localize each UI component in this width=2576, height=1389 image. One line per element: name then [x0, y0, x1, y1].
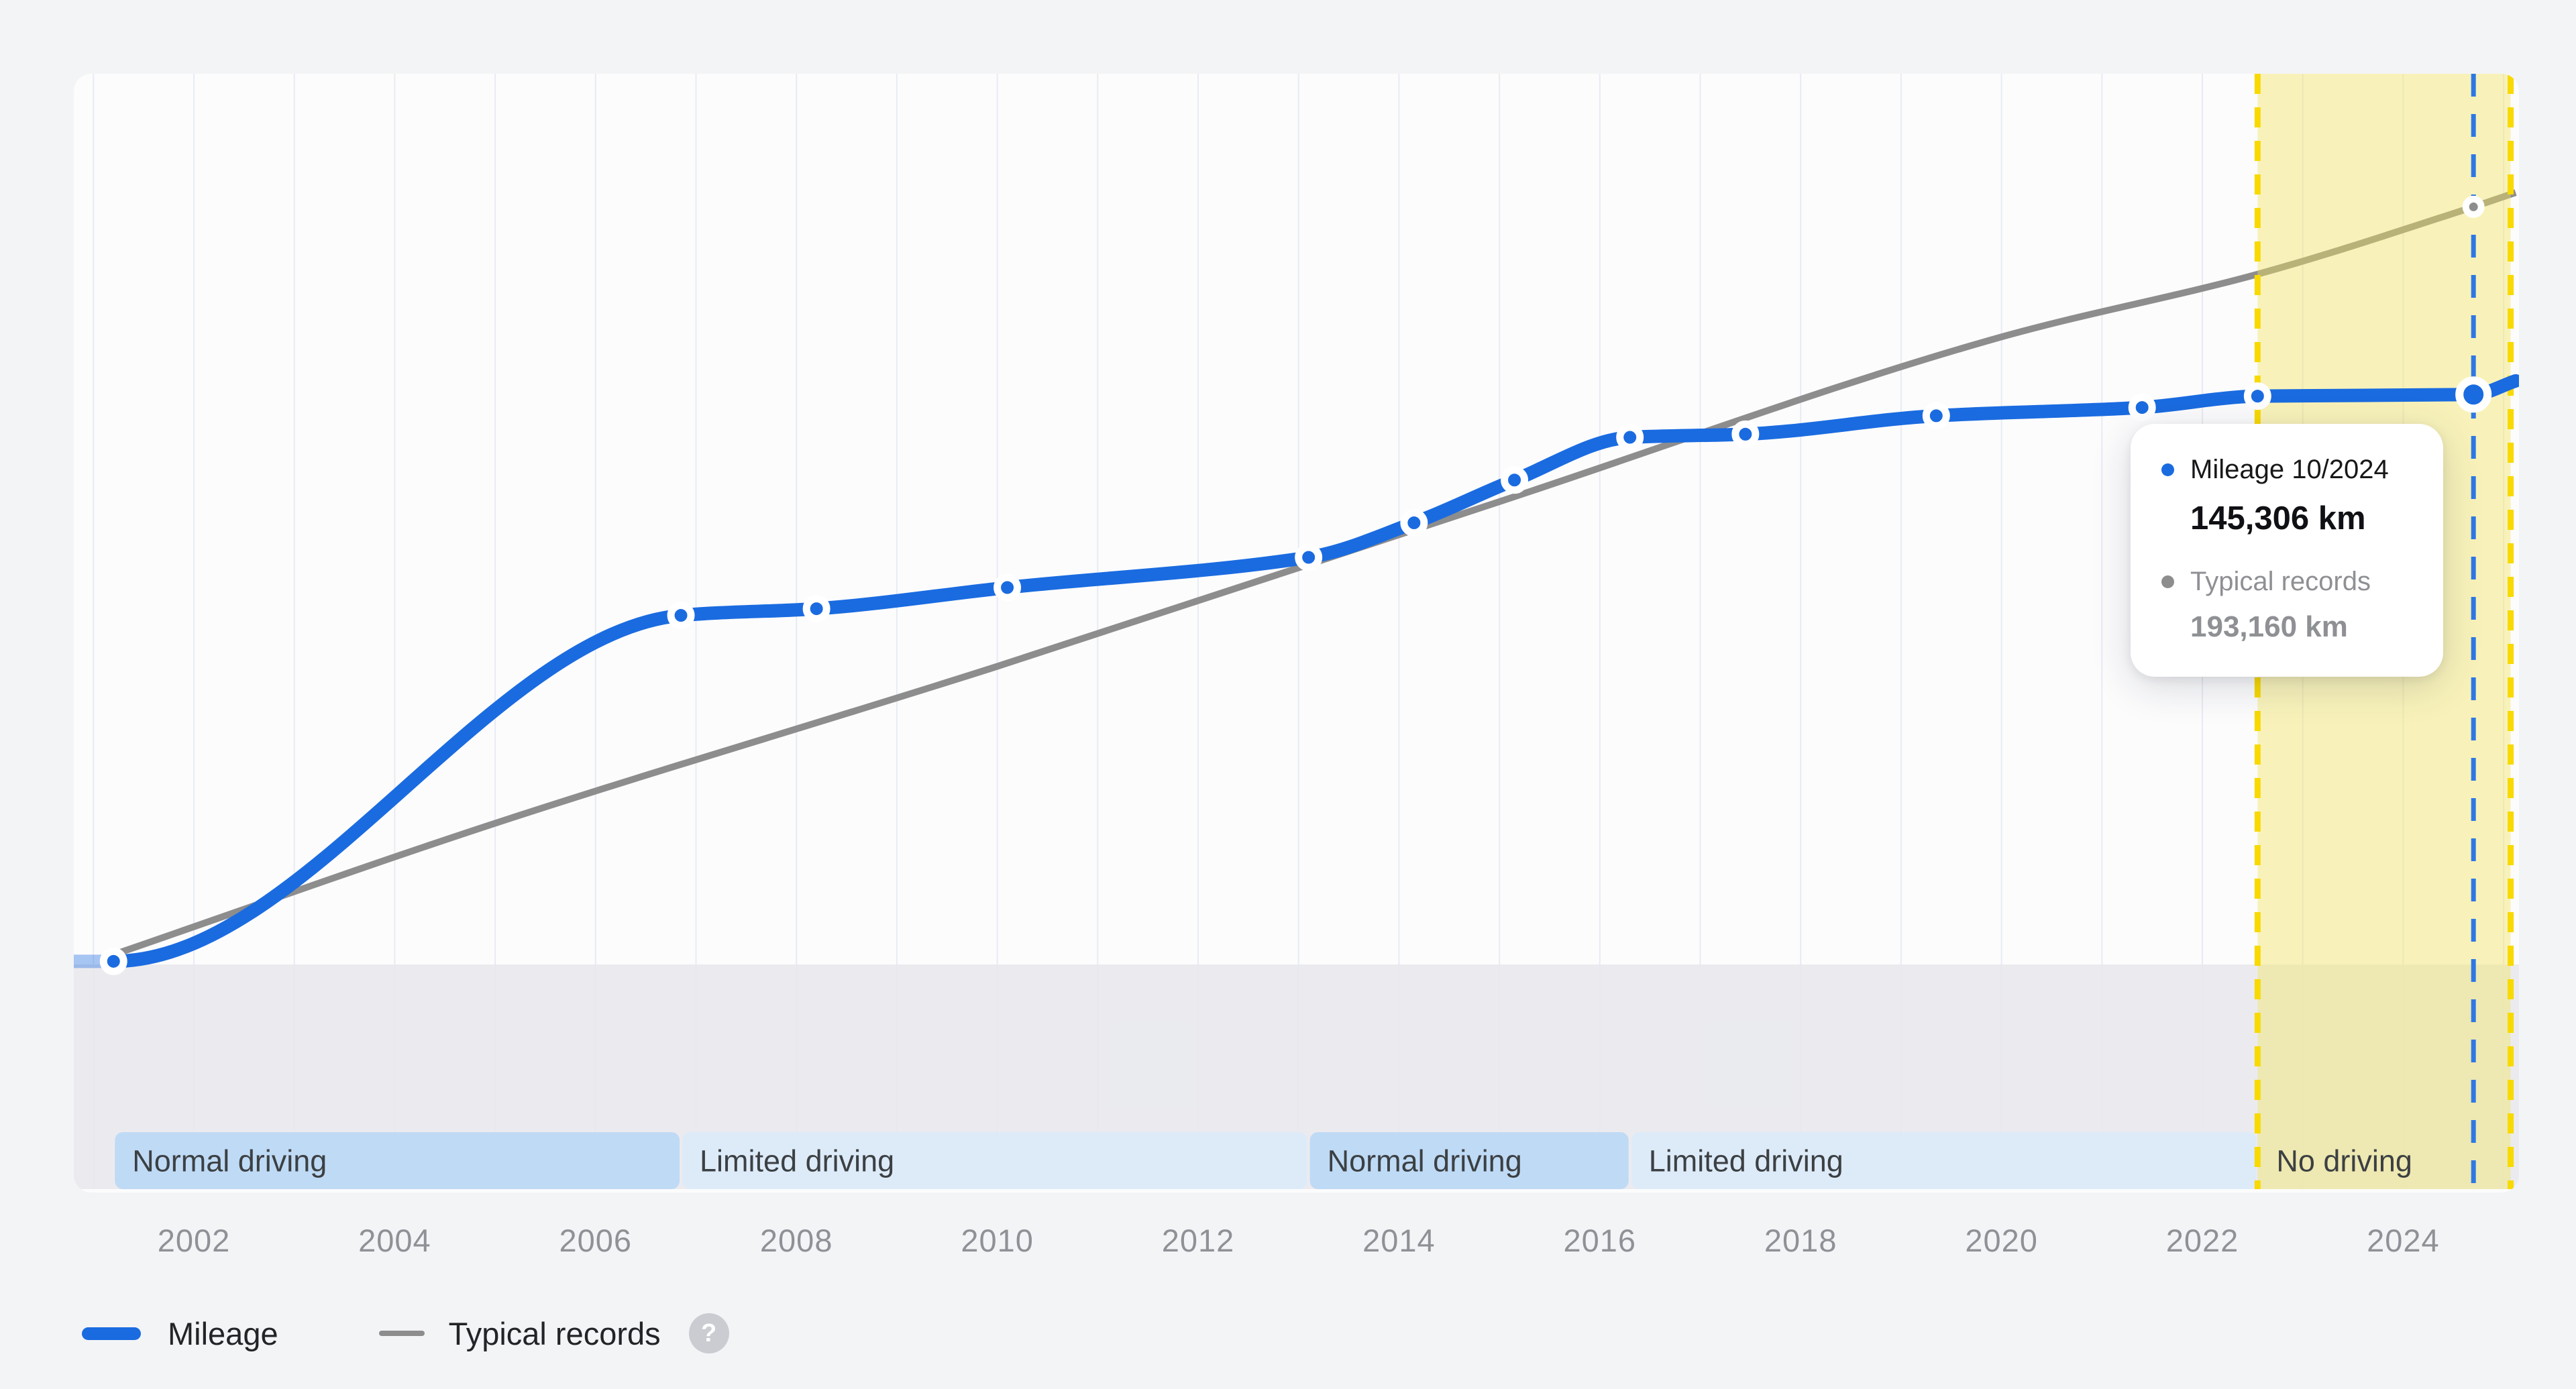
typical-records-line	[112, 189, 2517, 958]
record-dot[interactable]	[2128, 394, 2156, 422]
chart-legend: Mileage Typical records ?	[82, 1307, 729, 1360]
driving-band	[682, 1132, 1307, 1189]
x-tick-label: 2018	[1764, 1223, 1837, 1258]
driving-band-label: Limited driving	[700, 1144, 894, 1178]
record-dot[interactable]	[994, 573, 1022, 602]
x-tick-label: 2020	[1965, 1223, 2038, 1258]
mileage-line	[107, 374, 2519, 968]
record-dot[interactable]	[2243, 382, 2271, 410]
record-dot[interactable]	[1501, 466, 1529, 494]
mileage-chart-plot[interactable]: Normal driving Limited driving Normal driv…	[74, 74, 2519, 1192]
x-tick-label: 2024	[2367, 1223, 2440, 1258]
record-dot[interactable]	[802, 595, 830, 623]
x-tick-label: 2014	[1362, 1223, 1436, 1258]
typical-records-bullet-icon	[2161, 575, 2174, 588]
record-dot[interactable]	[1922, 402, 1950, 430]
driving-band	[115, 1132, 680, 1189]
chart-tooltip: Mileage 10/2024 145,306 km Typical recor…	[2131, 424, 2443, 677]
tooltip-typical-label: Typical records	[2190, 567, 2371, 596]
typical-records-legend-label: Typical records	[448, 1315, 661, 1351]
x-tick-label: 2012	[1161, 1223, 1235, 1258]
mileage-bullet-icon	[2161, 463, 2174, 476]
typical-records-end-dot	[2462, 195, 2485, 218]
driving-band-label: No driving	[2276, 1144, 2412, 1178]
driving-band-label: Limited driving	[1649, 1144, 1843, 1178]
driving-band-label: Normal driving	[132, 1144, 327, 1178]
x-tick-label: 2016	[1563, 1223, 1637, 1258]
driving-band	[1309, 1132, 1629, 1189]
x-tick-label: 2002	[157, 1223, 231, 1258]
tooltip-mileage-label: Mileage 10/2024	[2190, 455, 2389, 484]
record-dot[interactable]	[1616, 423, 1644, 451]
current-record-dot[interactable]	[2455, 376, 2492, 413]
mileage-legend-label: Mileage	[168, 1315, 278, 1351]
record-dot[interactable]	[1295, 543, 1323, 571]
x-tick-label: 2022	[2165, 1223, 2239, 1258]
tooltip-mileage-value: 145,306 km	[2190, 500, 2366, 537]
record-dot[interactable]	[667, 602, 695, 630]
record-dot[interactable]	[1400, 509, 1428, 537]
x-tick-label: 2006	[559, 1223, 633, 1258]
x-tick-label: 2008	[759, 1223, 833, 1258]
x-tick-label: 2004	[358, 1223, 431, 1258]
record-dot[interactable]	[1731, 420, 1760, 448]
driving-band-label: Normal driving	[1328, 1144, 1522, 1178]
mileage-legend-swatch	[82, 1327, 141, 1340]
driving-band	[1631, 1132, 2257, 1189]
help-question-icon[interactable]: ?	[688, 1313, 729, 1353]
x-tick-label: 2010	[961, 1223, 1034, 1258]
tooltip-typical-value: 193,160 km	[2190, 610, 2348, 643]
typical-records-legend-swatch	[378, 1331, 425, 1336]
record-dot[interactable]	[99, 947, 127, 975]
x-axis: 2002 2004 2006 2008 2010 2012 2014 2016 2018 2020…	[0, 1222, 2576, 1269]
